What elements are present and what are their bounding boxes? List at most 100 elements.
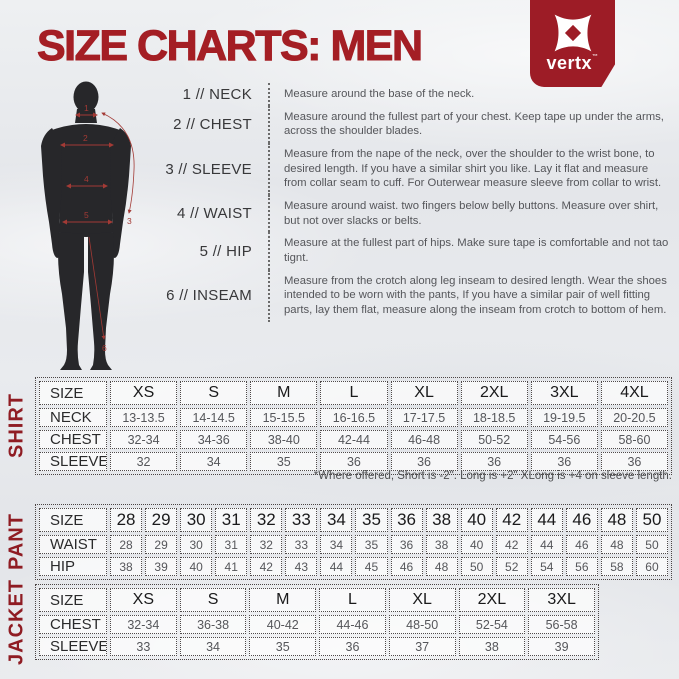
pant-cell-waist-9: 38 <box>425 535 458 554</box>
jacket-row-label-sleeve: SLEEVE <box>39 637 107 656</box>
pant-cell-size-4: 32 <box>250 508 283 532</box>
jacket-cell-sleeve-3: 36 <box>319 637 386 656</box>
pant-cell-hip-8: 46 <box>390 557 423 576</box>
pant-cell-hip-7: 45 <box>355 557 388 576</box>
measure-desc-neck: Measure around the base of the neck. <box>268 83 672 106</box>
shirt-cell-sleeve-6: 36 <box>530 452 598 471</box>
pant-cell-waist-2: 30 <box>180 535 213 554</box>
measure-label-sleeve: 3 // SLEEVE <box>165 160 252 178</box>
pant-size-table: SIZE 28 29 30 31 32 33 34 35 36 38 40 42 44 46 48 50 WAIS… <box>35 504 672 580</box>
shirt-cell-chest-1: 34-36 <box>180 430 248 449</box>
brand-name: vertx™ <box>546 53 599 73</box>
pant-cell-hip-3: 41 <box>215 557 248 576</box>
male-silhouette <box>41 81 131 370</box>
pant-cell-hip-0: 38 <box>110 557 143 576</box>
pant-cell-size-15: 50 <box>635 508 668 532</box>
pant-cell-waist-8: 36 <box>390 535 423 554</box>
pant-cell-waist-10: 40 <box>460 535 493 554</box>
shirt-table-title: SHIRT <box>5 393 28 459</box>
figure-marker-6: 6 <box>102 343 107 353</box>
shirt-cell-neck-2: 15-15.5 <box>250 408 318 427</box>
pant-cell-hip-1: 39 <box>145 557 178 576</box>
shirt-row-label-chest: CHEST <box>39 430 107 449</box>
shirt-cell-size-7: 4XL <box>600 381 668 405</box>
jacket-size-table: SIZE XS S M L XL 2XL 3XL CHEST 32-34 36-38 40-42 44-… <box>35 584 599 660</box>
shirt-cell-size-4: XL <box>390 381 458 405</box>
pant-cell-size-9: 38 <box>425 508 458 532</box>
pant-cell-size-12: 44 <box>530 508 563 532</box>
pant-cell-size-8: 36 <box>390 508 423 532</box>
jacket-cell-chest-5: 52-54 <box>458 615 526 634</box>
jacket-cell-chest-2: 40-42 <box>249 615 317 634</box>
measure-row-inseam: 6 // INSEAM Measure from the crotch alon… <box>160 269 672 322</box>
jacket-cell-sleeve-1: 34 <box>179 637 247 656</box>
pant-cell-hip-10: 50 <box>460 557 493 576</box>
shirt-cell-neck-3: 16-16.5 <box>320 408 388 427</box>
inseam-line <box>88 236 106 340</box>
measurement-instructions: 1 // NECK Measure around the base of the… <box>160 83 672 322</box>
jacket-cell-sleeve-5: 38 <box>458 637 526 656</box>
jacket-row-label-chest: CHEST <box>39 615 107 634</box>
measure-label-neck: 1 // NECK <box>182 85 252 103</box>
page-title: SIZE CHARTS: MEN <box>37 22 424 71</box>
shirt-size-table: SIZE XS S M L XL 2XL 3XL 4XL NECK 13-13.5 14-14.5 15… <box>35 377 672 475</box>
shirt-row-label-size: SIZE <box>39 381 107 405</box>
shirt-cell-size-0: XS <box>110 381 178 405</box>
body-measurement-figure: 1 2 3 4 5 6 <box>41 81 135 370</box>
pant-cell-waist-15: 50 <box>635 535 668 554</box>
shirt-cell-neck-0: 13-13.5 <box>110 408 178 427</box>
pant-cell-waist-0: 28 <box>110 535 143 554</box>
measurement-arrows <box>60 112 135 340</box>
vertx-logo-badge: vertx™ <box>530 0 615 87</box>
pant-cell-hip-14: 58 <box>600 557 633 576</box>
pant-cell-size-14: 48 <box>600 508 633 532</box>
shirt-cell-size-3: L <box>320 381 388 405</box>
measure-row-neck: 1 // NECK Measure around the base of the… <box>160 83 672 106</box>
shirt-cell-sleeve-4: 36 <box>390 452 458 471</box>
pant-cell-waist-6: 34 <box>320 535 353 554</box>
jacket-cell-size-1: S <box>179 588 247 612</box>
pant-cell-waist-12: 44 <box>530 535 563 554</box>
shirt-cell-sleeve-1: 34 <box>180 452 248 471</box>
pant-cell-waist-1: 29 <box>145 535 178 554</box>
shirt-row-label-sleeve: SLEEVE <box>39 452 107 471</box>
pant-row-label-waist: WAIST <box>39 535 107 554</box>
pant-cell-hip-15: 60 <box>635 557 668 576</box>
figure-marker-1: 1 <box>84 103 89 113</box>
jacket-cell-size-2: M <box>249 588 317 612</box>
pant-cell-size-6: 34 <box>320 508 353 532</box>
shirt-cell-sleeve-0: 32 <box>110 452 178 471</box>
pant-cell-size-3: 31 <box>215 508 248 532</box>
measure-desc-inseam: Measure from the crotch along leg inseam… <box>268 269 672 322</box>
shirt-cell-chest-4: 46-48 <box>390 430 458 449</box>
jacket-cell-sleeve-0: 33 <box>110 637 177 656</box>
shirt-row-label-neck: NECK <box>39 408 107 427</box>
measure-label-inseam: 6 // INSEAM <box>166 287 252 305</box>
jacket-cell-chest-3: 44-46 <box>319 615 386 634</box>
measure-row-hip: 5 // HIP Measure at the fullest part of … <box>160 232 672 270</box>
jacket-cell-sleeve-6: 39 <box>528 637 595 656</box>
pant-cell-size-5: 33 <box>285 508 318 532</box>
pant-table-title: PANT <box>5 513 28 571</box>
pant-cell-size-1: 29 <box>145 508 178 532</box>
shirt-table-block: SHIRT SIZE XS S M L XL 2XL 3XL 4XL NECK 13-13.5 14-… <box>6 377 672 475</box>
jacket-cell-size-4: XL <box>388 588 456 612</box>
jacket-table-title: JACKET <box>5 578 28 665</box>
measure-desc-hip: Measure at the fullest part of hips. Mak… <box>268 232 672 270</box>
jacket-cell-chest-1: 36-38 <box>179 615 247 634</box>
pant-cell-size-11: 42 <box>495 508 528 532</box>
jacket-cell-sleeve-2: 35 <box>249 637 317 656</box>
jacket-cell-chest-0: 32-34 <box>110 615 177 634</box>
shirt-cell-size-5: 2XL <box>460 381 528 405</box>
pant-cell-hip-12: 54 <box>530 557 563 576</box>
pant-cell-hip-6: 44 <box>320 557 353 576</box>
shirt-cell-sleeve-2: 35 <box>250 452 318 471</box>
pant-table-block: PANT SIZE 28 29 30 31 32 33 34 35 36 38 40 42 44 46 48 5… <box>6 504 672 580</box>
jacket-cell-size-5: 2XL <box>458 588 526 612</box>
measure-desc-waist: Measure around waist. two fingers below … <box>268 195 672 233</box>
pant-cell-size-13: 46 <box>565 508 598 532</box>
shirt-cell-sleeve-7: 36 <box>600 452 668 471</box>
jacket-cell-size-0: XS <box>110 588 177 612</box>
shirt-cell-neck-6: 19-19.5 <box>530 408 598 427</box>
